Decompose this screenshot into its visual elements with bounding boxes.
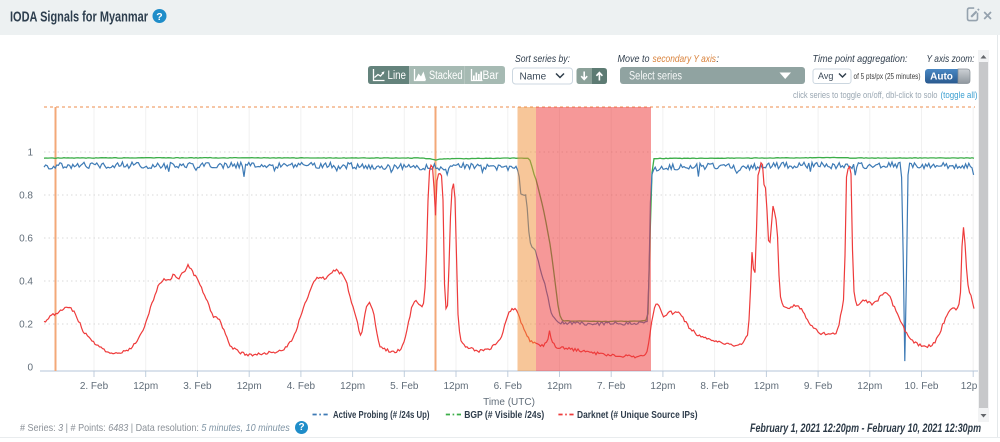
svg-text:BGP (# Visible /24s): BGP (# Visible /24s) — [464, 410, 544, 421]
svg-text:9. Feb: 9. Feb — [804, 381, 833, 392]
svg-text:Y axis zoom:: Y axis zoom: — [927, 53, 975, 65]
svg-text:10. Feb: 10. Feb — [905, 381, 939, 392]
svg-text:1: 1 — [27, 148, 33, 159]
svg-text:of 5 pts/px (25 minutes): of 5 pts/px (25 minutes) — [854, 71, 921, 81]
svg-text:12pm: 12pm — [547, 381, 572, 392]
svg-text:12pm: 12pm — [340, 381, 365, 392]
svg-text:0: 0 — [27, 363, 33, 374]
svg-text:click series to toggle on/off,: click series to toggle on/off, dbl-click… — [793, 90, 938, 100]
svg-text:5. Feb: 5. Feb — [390, 381, 419, 392]
svg-text:4. Feb: 4. Feb — [287, 381, 316, 392]
svg-text:12pm: 12pm — [443, 381, 468, 392]
svg-text:8. Feb: 8. Feb — [700, 381, 729, 392]
svg-text:Stacked: Stacked — [429, 70, 463, 82]
svg-text:12pm: 12pm — [857, 381, 882, 392]
svg-text:February 1, 2021 12:20pm - Feb: February 1, 2021 12:20pm - February 10, … — [750, 421, 981, 435]
svg-text:6. Feb: 6. Feb — [494, 381, 523, 392]
svg-text:Name: Name — [520, 72, 547, 83]
svg-text:Avg: Avg — [818, 71, 833, 81]
svg-text:0.6: 0.6 — [19, 234, 33, 245]
svg-text:12pm: 12pm — [237, 381, 262, 392]
svg-text:Sort series by:: Sort series by: — [515, 53, 570, 65]
svg-text:12pm: 12pm — [650, 381, 675, 392]
svg-text:0.4: 0.4 — [19, 277, 33, 288]
svg-text:IODA Signals for Myanmar: IODA Signals for Myanmar — [10, 9, 148, 26]
svg-text:Select series: Select series — [629, 71, 682, 83]
svg-text:7. Feb: 7. Feb — [597, 381, 626, 392]
svg-text:(toggle all): (toggle all) — [941, 90, 978, 100]
svg-text:3. Feb: 3. Feb — [183, 381, 212, 392]
svg-text::: : — [716, 53, 719, 65]
svg-text:Active Probing (# /24s Up): Active Probing (# /24s Up) — [333, 410, 430, 421]
svg-text:Move to: Move to — [618, 53, 650, 65]
svg-text:?: ? — [156, 11, 162, 23]
svg-text:Darknet (# Unique Source IPs): Darknet (# Unique Source IPs) — [577, 410, 698, 421]
svg-text:0.8: 0.8 — [19, 191, 33, 202]
svg-text:2. Feb: 2. Feb — [80, 381, 109, 392]
svg-text:Time (UTC): Time (UTC) — [483, 397, 535, 408]
svg-text:Line: Line — [388, 70, 407, 82]
svg-text:secondary Y axis: secondary Y axis — [653, 53, 717, 65]
svg-text:0.2: 0.2 — [19, 320, 33, 331]
svg-text:Bar: Bar — [483, 70, 499, 82]
svg-text:Auto: Auto — [930, 72, 953, 83]
svg-text:12pm: 12pm — [754, 381, 779, 392]
svg-text:12pm: 12pm — [961, 381, 986, 392]
svg-text:12pm: 12pm — [133, 381, 158, 392]
svg-text:Time point aggregation:: Time point aggregation: — [813, 53, 908, 65]
